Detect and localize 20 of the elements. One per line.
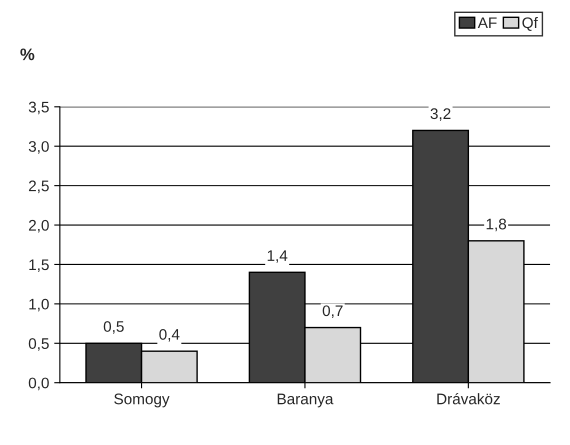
data-label: 0,5	[104, 321, 124, 334]
data-label: 0,4	[159, 328, 180, 342]
y-axis-title: %	[20, 48, 34, 60]
y-tick-label: 1,5	[29, 259, 49, 272]
data-label: 3,2	[430, 108, 450, 121]
data-label: 1,8	[486, 218, 506, 232]
x-tick-label: Somogy	[114, 394, 170, 408]
y-tick-label: 2,5	[28, 180, 49, 194]
y-tick-label: 0,0	[28, 378, 49, 390]
y-tick-label: 2,0	[28, 220, 49, 233]
legend-label: AF	[478, 18, 497, 28]
y-tick-label: 3,5	[28, 102, 49, 114]
data-label: 1,4	[268, 250, 288, 263]
data-label: 0,7	[322, 305, 343, 318]
y-tick-label: 1,0	[29, 298, 49, 312]
y-tick-label: 3,0	[28, 141, 49, 154]
x-tick-label: Baranya	[278, 394, 334, 408]
x-tick-label: Drávaköz	[437, 392, 500, 404]
y-tick-label: 0,5	[28, 338, 49, 351]
legend-label: Qf	[522, 16, 538, 31]
